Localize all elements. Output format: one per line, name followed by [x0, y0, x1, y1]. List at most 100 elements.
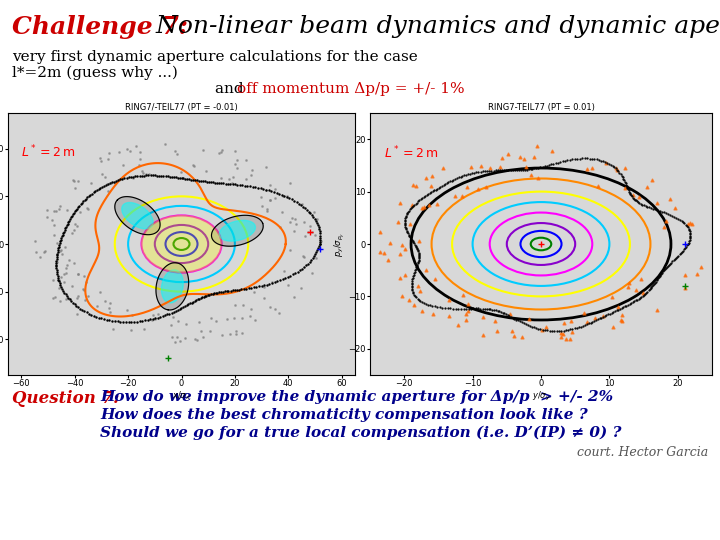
Point	[630, 286, 642, 294]
Point	[50, 206, 62, 215]
Point	[517, 333, 528, 342]
Point	[532, 174, 544, 183]
Point	[394, 274, 405, 283]
Point	[269, 194, 280, 202]
Point	[246, 166, 258, 175]
Point	[221, 315, 233, 323]
Point	[426, 172, 438, 180]
Polygon shape	[220, 220, 256, 241]
Polygon shape	[156, 263, 189, 310]
Polygon shape	[122, 202, 153, 229]
Point	[416, 307, 428, 315]
Point	[581, 318, 593, 326]
Point	[423, 201, 435, 210]
Point	[427, 309, 438, 318]
Point	[273, 309, 284, 318]
Point	[413, 236, 425, 245]
Point	[245, 170, 256, 179]
Title: RING7/-TEIL77 (PT = -0.01): RING7/-TEIL77 (PT = -0.01)	[125, 103, 238, 112]
Point	[73, 207, 85, 216]
Point	[41, 205, 53, 214]
Point	[559, 319, 570, 328]
Point	[96, 169, 108, 178]
Point	[555, 333, 567, 341]
Point	[637, 289, 649, 298]
Point	[197, 146, 209, 154]
Point	[299, 217, 310, 226]
Point	[54, 201, 66, 210]
Point	[264, 196, 276, 205]
Point	[255, 193, 266, 201]
Title: RING7-TEIL77 (PT = 0.01): RING7-TEIL77 (PT = 0.01)	[487, 103, 595, 112]
Point	[461, 183, 472, 191]
Point	[102, 186, 114, 195]
Point	[258, 282, 269, 291]
Point	[56, 249, 68, 258]
Point	[68, 259, 80, 268]
Point	[407, 200, 418, 209]
Point	[187, 161, 199, 170]
Point	[413, 281, 424, 290]
Point	[146, 316, 158, 325]
Text: and: and	[215, 82, 248, 96]
Text: How do we improve the dynamic aperture for Δp/p  > +/- 2%: How do we improve the dynamic aperture f…	[100, 390, 613, 404]
Point	[78, 285, 89, 294]
Point	[384, 239, 396, 247]
Point	[121, 145, 132, 154]
Point	[546, 147, 557, 156]
Point	[555, 328, 567, 337]
Point	[526, 170, 537, 179]
Text: $L^* = 2\,\mathrm{m}$: $L^* = 2\,\mathrm{m}$	[384, 144, 438, 161]
Point	[134, 155, 145, 164]
Point	[523, 315, 534, 323]
Point	[229, 159, 240, 168]
Point	[29, 237, 40, 245]
Point	[686, 219, 698, 228]
Point	[611, 163, 622, 172]
Point	[228, 173, 239, 181]
Point	[215, 148, 227, 157]
Point	[240, 174, 251, 183]
Point	[124, 146, 135, 155]
Point	[531, 141, 543, 150]
Point	[127, 174, 139, 183]
Point	[438, 164, 449, 172]
Point	[504, 309, 516, 318]
Point	[508, 332, 520, 340]
Point	[230, 301, 241, 309]
Point	[78, 285, 90, 294]
Point	[669, 204, 680, 212]
Point	[95, 157, 107, 165]
Point	[622, 282, 634, 291]
Point	[104, 308, 116, 316]
Point	[149, 314, 161, 323]
Point	[472, 185, 484, 193]
Point	[215, 174, 227, 183]
Point	[195, 326, 207, 335]
Point	[590, 313, 601, 322]
Point	[104, 299, 116, 308]
Point	[561, 335, 572, 343]
Point	[408, 180, 419, 189]
Point	[298, 253, 310, 261]
Point	[114, 148, 125, 157]
Point	[581, 165, 593, 173]
Point	[70, 220, 81, 229]
Point	[429, 275, 441, 284]
Point	[284, 179, 296, 187]
Point	[477, 330, 489, 339]
Point	[261, 205, 273, 214]
Point	[131, 142, 143, 151]
Point	[306, 227, 318, 236]
Point	[397, 240, 408, 249]
Point	[39, 247, 50, 256]
Text: court. Hector Garcia: court. Hector Garcia	[577, 446, 708, 459]
Polygon shape	[212, 215, 264, 246]
Text: How does the best chromaticity compensation look like ?: How does the best chromaticity compensat…	[100, 408, 588, 422]
Point	[69, 184, 81, 192]
Point	[256, 201, 268, 210]
Point	[536, 326, 548, 334]
Point	[49, 220, 60, 229]
X-axis label: $y/\sigma_y$: $y/\sigma_y$	[531, 389, 550, 403]
Point	[269, 185, 280, 193]
